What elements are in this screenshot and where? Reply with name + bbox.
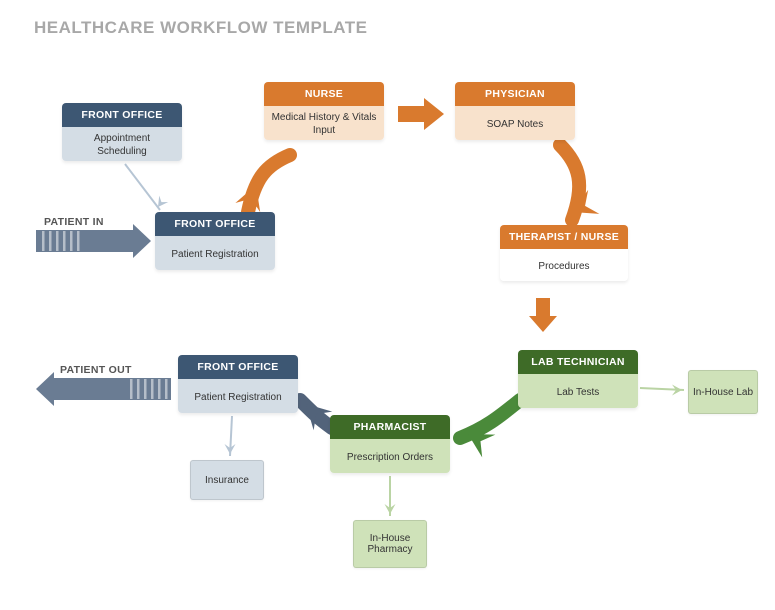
node-header: LAB TECHNICIAN (518, 350, 638, 374)
node-body: Patient Registration (178, 379, 298, 413)
node-body: Medical History & Vitals Input (264, 106, 384, 140)
subnode-inhouse_lab: In-House Lab (688, 370, 758, 414)
node-header: NURSE (264, 82, 384, 106)
node-phys: PHYSICIANSOAP Notes (455, 82, 575, 140)
node-body: Appointment Scheduling (62, 127, 182, 161)
node-nurse: NURSEMedical History & Vitals Input (264, 82, 384, 140)
node-lab: LAB TECHNICIANLab Tests (518, 350, 638, 408)
subnode-insurance: Insurance (190, 460, 264, 500)
label-patient-in: PATIENT IN (44, 216, 104, 228)
node-header: THERAPIST / NURSE (500, 225, 628, 249)
node-body: Prescription Orders (330, 439, 450, 473)
node-pharm: PHARMACISTPrescription Orders (330, 415, 450, 473)
node-reg1: FRONT OFFICEPatient Registration (155, 212, 275, 270)
diagram-canvas: FRONT OFFICEAppointment SchedulingFRONT … (0, 0, 775, 610)
node-reg2: FRONT OFFICEPatient Registration (178, 355, 298, 413)
node-appt: FRONT OFFICEAppointment Scheduling (62, 103, 182, 161)
subnode-inhouse_pharm: In-House Pharmacy (353, 520, 427, 568)
node-body: Patient Registration (155, 236, 275, 270)
node-body: SOAP Notes (455, 106, 575, 140)
patient-arrow-out (36, 372, 171, 406)
label-patient-out: PATIENT OUT (60, 364, 132, 376)
node-header: PHARMACIST (330, 415, 450, 439)
node-header: FRONT OFFICE (178, 355, 298, 379)
node-body: Lab Tests (518, 374, 638, 408)
node-header: FRONT OFFICE (62, 103, 182, 127)
node-header: FRONT OFFICE (155, 212, 275, 236)
node-header: PHYSICIAN (455, 82, 575, 106)
node-ther: THERAPIST / NURSEProcedures (500, 225, 628, 281)
arrows-layer (0, 0, 775, 610)
node-body: Procedures (500, 249, 628, 281)
patient-arrow-in (36, 224, 151, 258)
